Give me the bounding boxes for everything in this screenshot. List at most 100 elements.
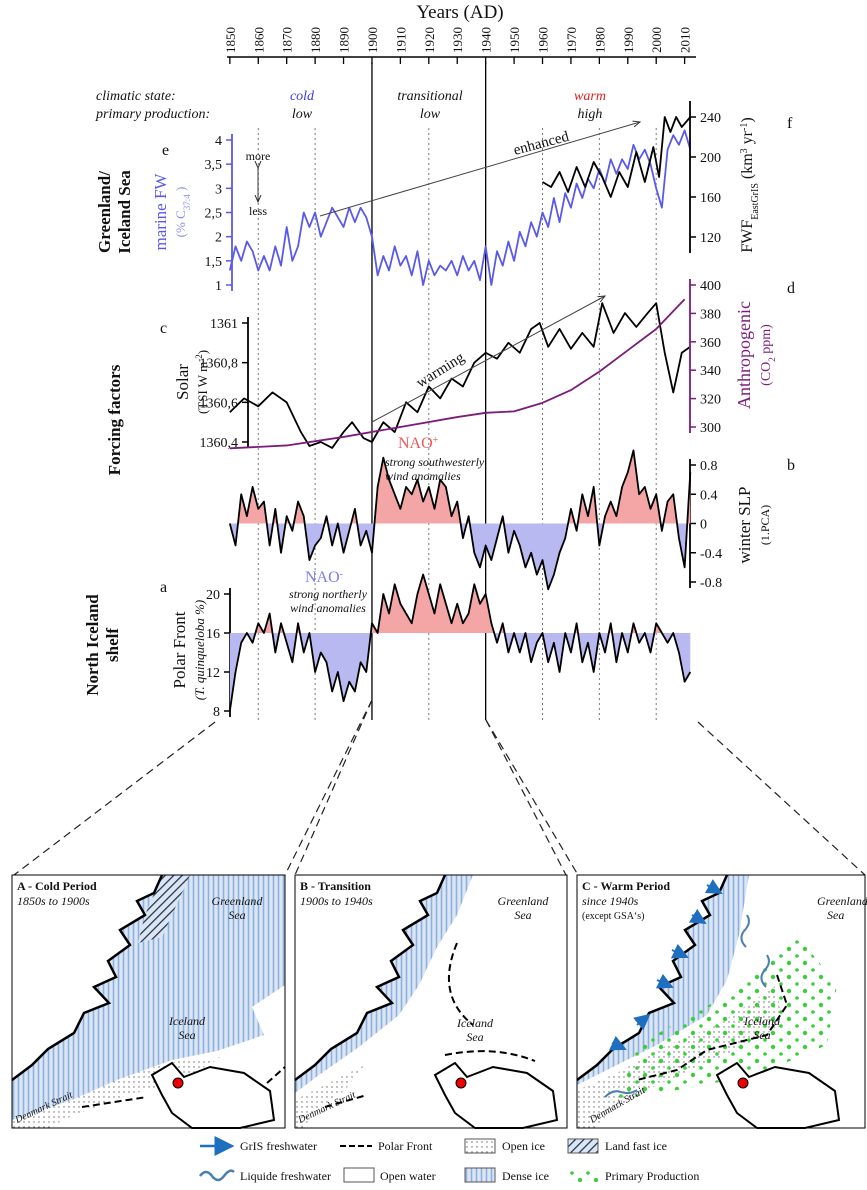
y-tick-label: 1 [215,279,222,294]
map-a: A - Cold Period 1850s to 1900s Greenland… [12,875,285,1128]
series-line [230,303,690,448]
legend-label: Land fast ice [605,1139,667,1153]
annotation: strong northerly [289,587,368,601]
legend-label: Open water [380,1169,436,1183]
y-axis-title: marine FW [151,173,170,251]
map-subtitle: 1850s to 1900s [17,894,90,908]
group-label: Iceland Sea [115,170,134,254]
y-tick-label: 0.4 [700,488,718,503]
y-tick-label: 16 [206,627,220,642]
figure: 1850186018701880189019001910192019301940… [0,0,867,1190]
map-label: Iceland [456,1016,494,1030]
y-axis-title: Polar Front [170,611,189,688]
unit-part: EastGrIS [750,183,761,220]
x-tick-label: 1870 [280,27,295,53]
map-title: A - Cold Period [17,879,97,893]
map-label: Greenland [817,894,867,908]
y-tick-label: 160 [700,191,721,206]
header-label: climatic state: [96,89,176,104]
y-axis-title: Solar [173,364,192,400]
y-tick-label: 320 [700,393,721,408]
unit-part: yr [739,130,756,148]
series-line [230,130,690,285]
y-axis-unit: (CO2 ppm) [759,324,777,386]
y-tick-label: 0 [700,518,707,533]
unit-part: ) [195,350,210,354]
connector [295,700,372,875]
y-tick-label: 3 [215,182,222,197]
map-title: C - Warm Period [582,879,670,893]
x-tick-label: 1940 [479,27,494,53]
y-tick-label: 380 [700,307,721,322]
map-c: C - Warm Period since 1940s (except GSA‘… [577,875,867,1128]
map-legend: GrIS freshwater Polar Front Open ice Lan… [200,1139,699,1183]
y-axis-unit: (% C37:4 ) [173,187,192,238]
annotation: wind anomalies [385,469,461,483]
period-production: low [420,107,441,122]
y-tick-label: 300 [700,421,721,436]
group-label: Greenland/ [95,171,114,253]
annotation-arrow [372,296,605,422]
y-tick-label: 1,5 [205,255,223,270]
y-tick-label: 0.8 [700,459,718,474]
map-label: Sea [514,908,531,922]
period-production: low [292,107,313,122]
y-tick-label: 120 [700,231,721,246]
y-tick-label: 8 [213,705,220,720]
connector [698,722,865,875]
group-label: shelf [103,628,122,662]
y-tick-label: 360 [700,336,721,351]
group-label: Forcing factors [105,364,124,475]
panel-letter: d [787,280,795,297]
x-tick-label: 1930 [450,27,465,53]
annotation: more [246,149,271,163]
annotation: less [249,204,267,218]
legend-label: Liquide freshwater [240,1169,331,1183]
y-tick-label: 240 [700,111,721,126]
x-tick-label: 1990 [621,27,636,53]
legend-label: Dense ice [502,1169,549,1183]
x-axis-title: Years (AD) [416,2,503,23]
x-tick-label: 1950 [507,27,522,53]
map-label: Sea [466,1030,483,1044]
x-tick-label: 1960 [536,27,551,53]
legend-symbol [465,1139,495,1153]
connector [14,722,215,875]
unit-part: 37:4 [182,194,192,211]
unit-part: (% C [173,210,188,237]
unit-part: ) [173,187,188,195]
group-label: North Iceland [83,594,102,696]
unit-part: ppm) [759,324,774,357]
x-tick-label: 1880 [308,27,323,53]
unit-part: (TSI W m [195,362,210,414]
map-label: Iceland [168,1014,206,1028]
y-tick-label: 2 [215,231,222,246]
legend-symbol [465,1168,495,1182]
connector [486,720,566,875]
panel-letter: a [160,579,167,596]
map-b: B - Transition 1900s to 1940s Greenland … [295,875,567,1128]
legend-label: Primary Production [605,1169,699,1183]
y-tick-label: 400 [700,279,721,294]
map-subtitle: since 1940s [582,894,639,908]
x-tick-label: 1980 [592,27,607,53]
map-label: Sea [228,908,245,922]
legend-symbol [568,1168,598,1182]
map-label: Greenland [212,894,264,908]
x-tick-label: 1920 [422,27,437,53]
legend-symbol [344,1168,374,1182]
map-label: Sea [178,1028,195,1042]
map-note: (except GSA‘s) [582,911,644,922]
map-subtitle: 1900s to 1940s [300,894,373,908]
y-axis-title: FWFEastGrIS (km3 yr-1) [739,117,761,252]
annotation: enhanced [512,129,571,159]
x-tick-label: 1850 [223,27,238,53]
unit-part: ) [739,117,756,122]
period-state: warm [574,89,606,104]
y-tick-label: 4 [215,134,222,149]
annotation-part: + [433,435,439,446]
y-axis-title: winter SLP [735,487,754,564]
y-tick-label: -0.8 [700,576,722,591]
panel-letter: b [787,457,795,474]
map-label: Sea [753,1028,770,1042]
